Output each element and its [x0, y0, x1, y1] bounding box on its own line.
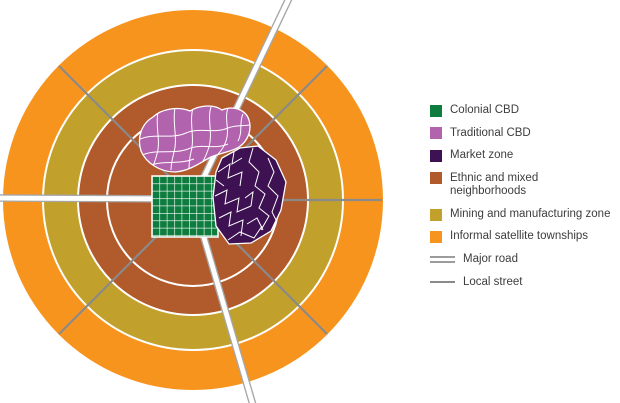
ethnic-mixed-swatch-icon: [430, 171, 442, 184]
informal-townships-swatch-icon: [430, 231, 442, 244]
legend-label: Traditional CBD: [450, 126, 531, 139]
legend-item-local-street: Local street: [430, 276, 610, 290]
colonial-cbd-swatch-icon: [430, 104, 442, 117]
legend-label: Major road: [463, 252, 518, 265]
legend-label: Market zone: [450, 149, 514, 162]
legend-item-ethnic-mixed: Ethnic and mixed neighborhoods: [430, 171, 610, 199]
legend: Colonial CBD Traditional CBD Market zone…: [430, 104, 610, 289]
legend-label: Informal satellite townships: [450, 230, 589, 243]
market-zone-swatch-icon: [430, 149, 442, 162]
legend-label: Mining and manufacturing zone: [450, 207, 611, 220]
legend-item-traditional-cbd: Traditional CBD: [430, 127, 610, 141]
legend-item-market-zone: Market zone: [430, 149, 610, 163]
legend-label: Colonial CBD: [450, 104, 520, 116]
mining-manufacturing-swatch-icon: [430, 208, 442, 221]
legend-item-informal-townships: Informal satellite townships: [430, 230, 610, 244]
local-street-symbol-icon: [430, 281, 455, 284]
traditional-cbd-fill: [138, 105, 251, 173]
legend-item-colonial-cbd: Colonial CBD: [430, 104, 610, 118]
traditional-cbd-area: [138, 105, 251, 173]
legend-item-mining-manufacturing: Mining and manufacturing zone: [430, 208, 610, 222]
traditional-cbd-swatch-icon: [430, 127, 442, 140]
major-road-top: [190, 0, 291, 202]
legend-label: Ethnic and mixed neighborhoods: [450, 171, 539, 198]
market-zone-area: [212, 145, 287, 245]
colonial-cbd-area: [151, 175, 219, 238]
market-zone-streets: [214, 147, 279, 241]
legend-label: Local street: [463, 275, 523, 288]
colonial-cbd-grid: [151, 175, 219, 238]
legend-item-major-road: Major road: [430, 253, 610, 267]
major-road-symbol-icon: [430, 256, 455, 264]
